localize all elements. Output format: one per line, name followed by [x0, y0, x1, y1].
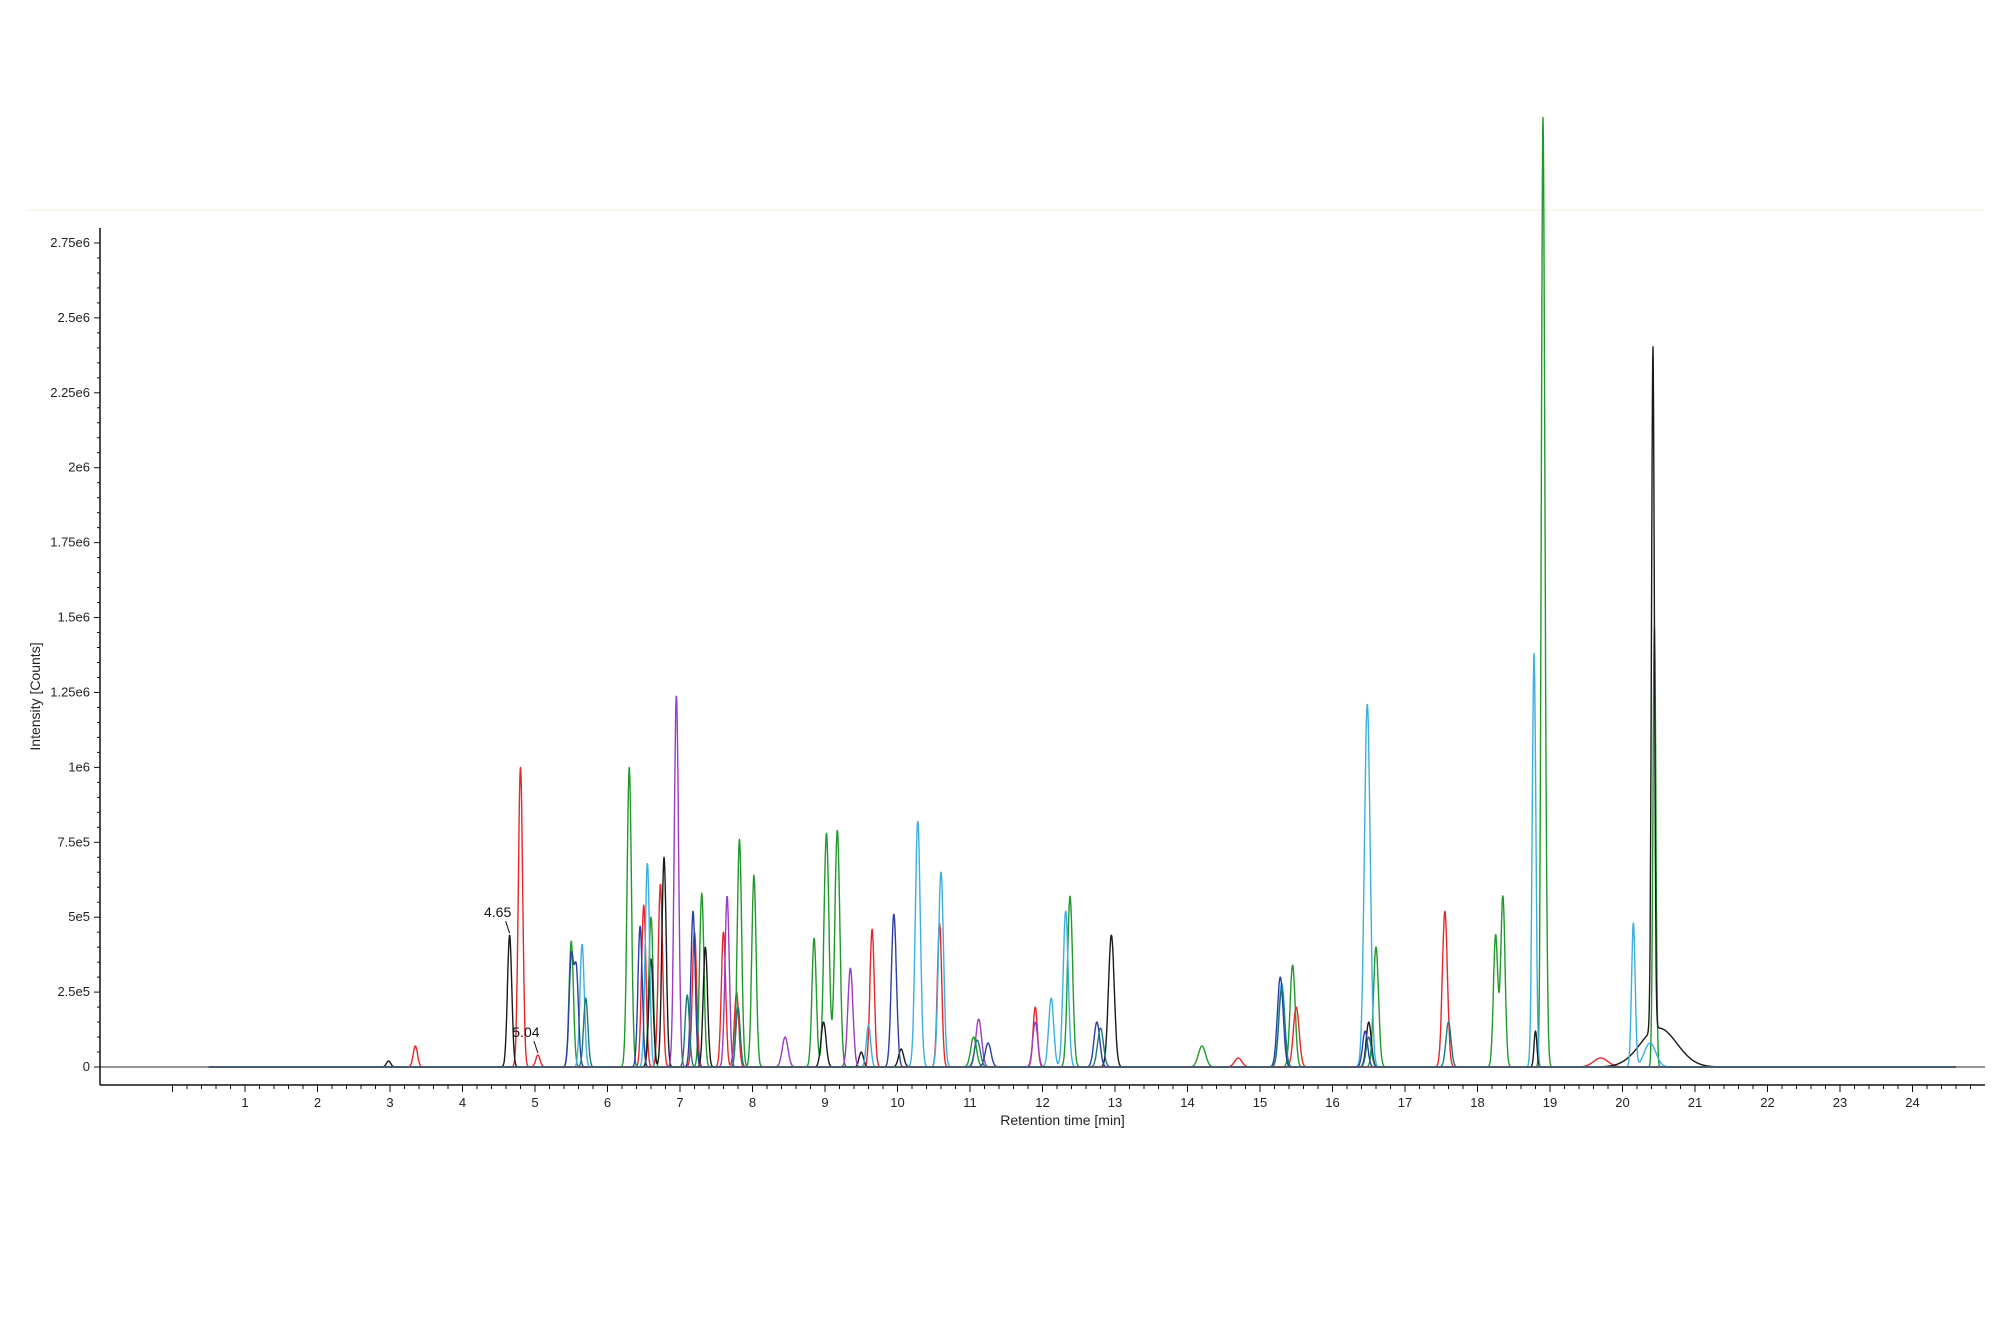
peak-annotation-label: 5.04	[512, 1024, 539, 1040]
peak-annotation-leader	[505, 921, 511, 934]
y-tick-label: 2.5e6	[57, 310, 90, 325]
y-tick-label: 2.75e6	[50, 235, 90, 250]
y-tick-label: 1.25e6	[50, 684, 90, 699]
x-tick-label: 10	[890, 1095, 904, 1110]
x-tick-label: 24	[1905, 1095, 1919, 1110]
x-tick-label: 8	[749, 1095, 756, 1110]
y-tick-label: 5e5	[68, 909, 90, 924]
x-tick-label: 14	[1180, 1095, 1194, 1110]
x-tick-label: 19	[1543, 1095, 1557, 1110]
x-tick-label: 23	[1833, 1095, 1847, 1110]
x-tick-label: 7	[676, 1095, 683, 1110]
x-tick-label: 20	[1615, 1095, 1629, 1110]
x-tick-label: 12	[1035, 1095, 1049, 1110]
series-line-5	[208, 695, 1957, 1068]
series-layer	[208, 116, 1957, 1068]
series-line-2	[208, 116, 1957, 1068]
y-tick-label: 1.75e6	[50, 535, 90, 550]
y-ticks: 0 2.5e5 5e5 7.5e5 1e6 1.25e6 1.5e6 1.75e6 2e6 2.2…	[50, 235, 100, 1074]
series-line-7	[208, 988, 1957, 1068]
x-ticks: 1 2 3 4 5 6 7 8 9 10 11 12 13 14 15 16 17 18 19 20 21 22 23 24	[172, 1085, 1971, 1110]
peak-annotation-label: 4.65	[484, 904, 511, 920]
y-tick-label: 1.5e6	[57, 610, 90, 625]
annotations: 4.65 5.04	[484, 904, 540, 1054]
x-tick-label: 3	[386, 1095, 393, 1110]
y-tick-label: 2.25e6	[50, 385, 90, 400]
y-tick-label: 2.5e5	[57, 984, 90, 999]
y-tick-label: 1e6	[68, 759, 90, 774]
x-tick-label: 5	[531, 1095, 538, 1110]
peak-annotation-leader	[533, 1040, 539, 1054]
y-tick-label: 0	[83, 1059, 90, 1074]
x-tick-label: 15	[1253, 1095, 1267, 1110]
y-tick-label: 7.5e5	[57, 834, 90, 849]
x-tick-label: 9	[821, 1095, 828, 1110]
x-tick-label: 13	[1108, 1095, 1122, 1110]
series-line-1	[208, 766, 1957, 1068]
x-tick-label: 4	[459, 1095, 466, 1110]
x-tick-label: 22	[1760, 1095, 1774, 1110]
x-tick-label: 11	[963, 1095, 977, 1110]
x-tick-label: 18	[1470, 1095, 1484, 1110]
x-tick-label: 21	[1688, 1095, 1702, 1110]
series-line-3	[208, 346, 1957, 1068]
y-axis-title: Intensity [Counts]	[27, 642, 43, 750]
x-tick-label: 2	[314, 1095, 321, 1110]
y-tick-label: 2e6	[68, 460, 90, 475]
series-line-6	[208, 910, 1957, 1068]
x-tick-label: 1	[241, 1095, 248, 1110]
x-axis-title: Retention time [min]	[1000, 1112, 1125, 1128]
series-line-4	[208, 652, 1957, 1068]
x-tick-label: 6	[604, 1095, 611, 1110]
x-tick-label: 17	[1398, 1095, 1412, 1110]
x-tick-label: 16	[1325, 1095, 1339, 1110]
